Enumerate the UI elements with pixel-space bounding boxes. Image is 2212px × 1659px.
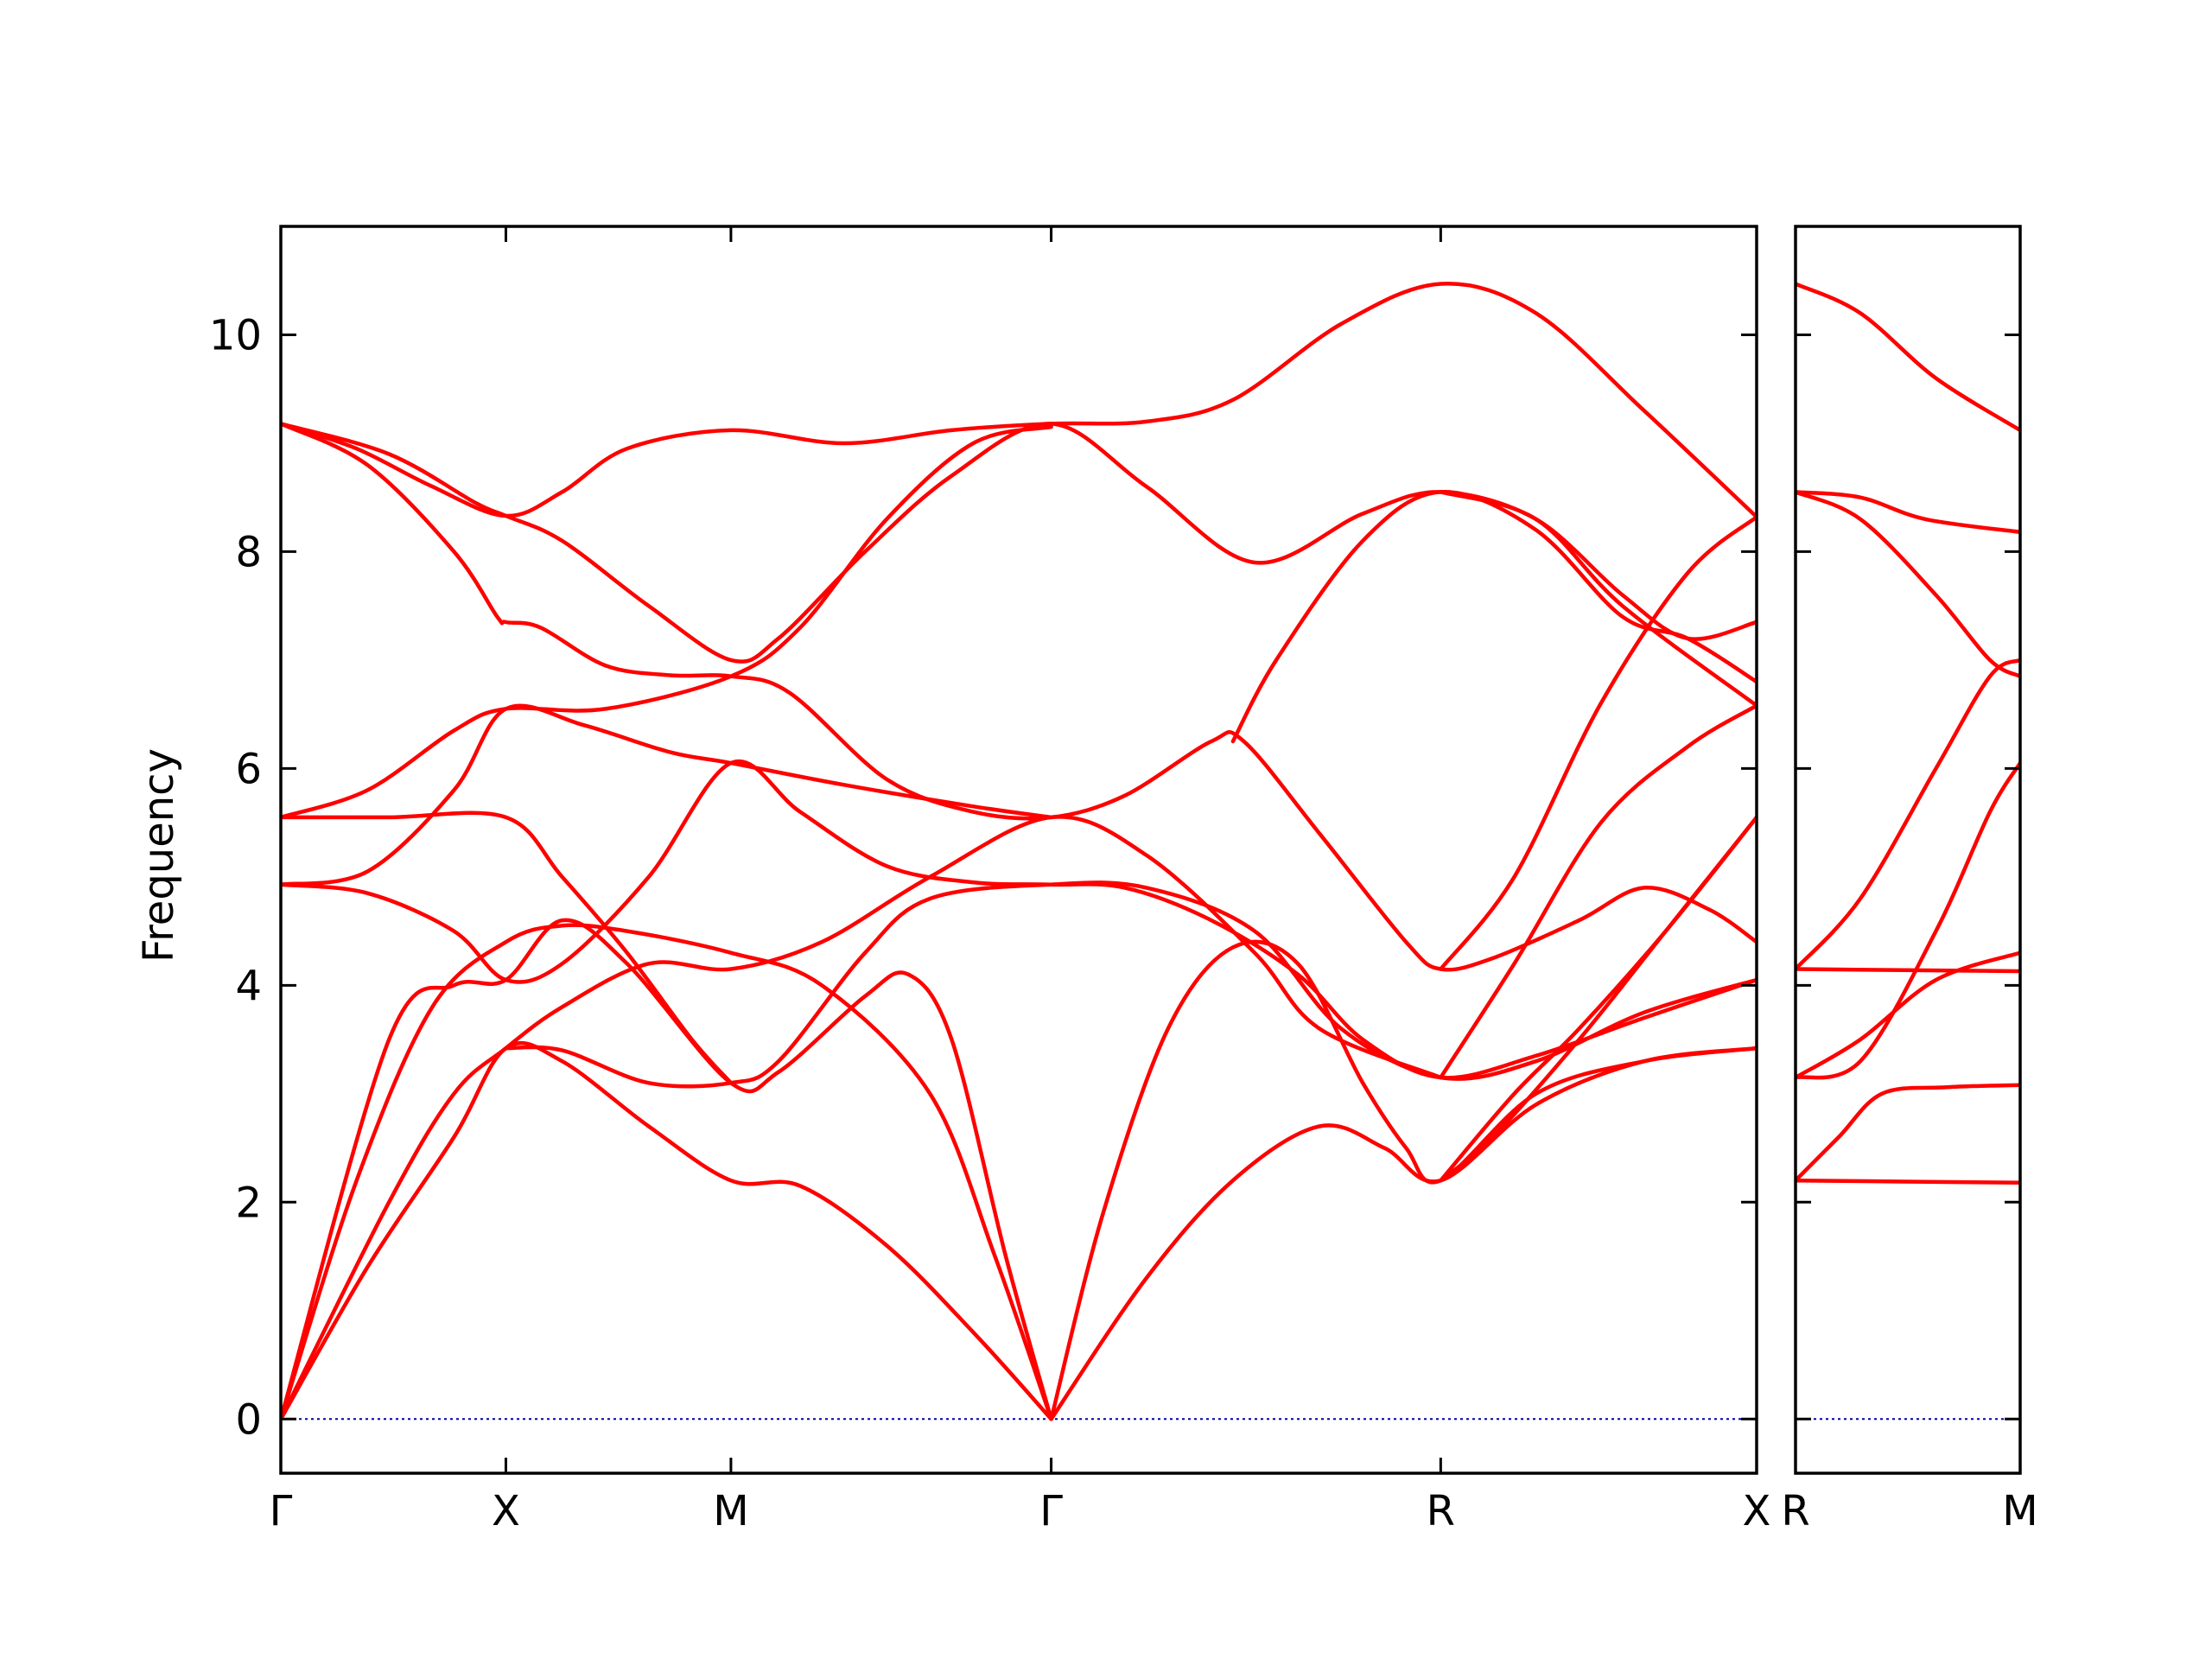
phonon-band-main-2	[281, 422, 1757, 972]
phonon-band-side-8	[1796, 1083, 2020, 1183]
phonon-band-main-13	[1049, 939, 1757, 1421]
phonon-band-main-7	[281, 759, 1757, 1080]
x-tick-label: X	[492, 1487, 520, 1535]
phonon-band-side-3	[1796, 490, 2020, 678]
y-tick-label: 0	[235, 1395, 262, 1444]
x-tick-label: M	[713, 1487, 748, 1535]
phonon-band-main-4	[281, 424, 1053, 820]
y-tick-label: 6	[235, 745, 262, 793]
phonon-band-main-12	[504, 880, 1757, 1089]
x-tick-label: Γ	[270, 1487, 293, 1535]
phonon-band-main-18	[1439, 515, 1757, 971]
y-axis-title: Frequency	[135, 748, 183, 963]
phonon-band-main-14	[1049, 1046, 1757, 1421]
phonon-band-main-11	[281, 918, 1053, 1421]
x-tick-label: R	[1427, 1487, 1455, 1535]
y-tick-label: 2	[235, 1179, 262, 1227]
x-tick-label: Γ	[1039, 1487, 1063, 1535]
y-tick-label: 8	[235, 528, 262, 576]
band-group	[281, 282, 1757, 1421]
phonon-band-main-3	[281, 422, 1757, 664]
x-tick-label: R	[1781, 1487, 1809, 1535]
band-group	[1796, 282, 2020, 1185]
phonon-band-main-8	[281, 923, 1053, 1421]
phonon-band-side-5	[1796, 967, 2020, 974]
x-tick-label: X	[1743, 1487, 1771, 1535]
x-tick-label: M	[2002, 1487, 2037, 1535]
phonon-band-main-15	[1439, 815, 1757, 1183]
phonon-band-side-2	[1796, 490, 2020, 535]
phonon-band-main-17	[1439, 703, 1757, 1080]
phonon-band-main-19	[1230, 490, 1757, 744]
phonon-band-side-9	[1796, 1178, 2020, 1185]
plot-frame-side	[1794, 225, 2022, 1475]
phonon-band-side-7	[1796, 950, 2020, 1080]
phonon-band-main-6	[281, 703, 1053, 887]
phonon-band-main-9	[281, 1040, 1053, 1421]
phonon-band-main-16	[1439, 815, 1757, 1183]
phonon-band-side-6	[1796, 760, 2020, 1080]
plot-frame-main	[279, 225, 1758, 1475]
phonon-band-side-4	[1796, 658, 2020, 971]
phonon-band-side-1	[1796, 282, 2020, 433]
panel-main: 0 2 4 6 8 10 Γ X M Γ R X	[209, 225, 1771, 1535]
y-tick-label: 10	[209, 311, 262, 359]
phonon-band-main-10	[281, 815, 1443, 1421]
y-tick-label: 4	[235, 962, 262, 1010]
phonon-band-main-1	[281, 282, 1757, 519]
phonon-band-main-20	[1439, 490, 1757, 708]
